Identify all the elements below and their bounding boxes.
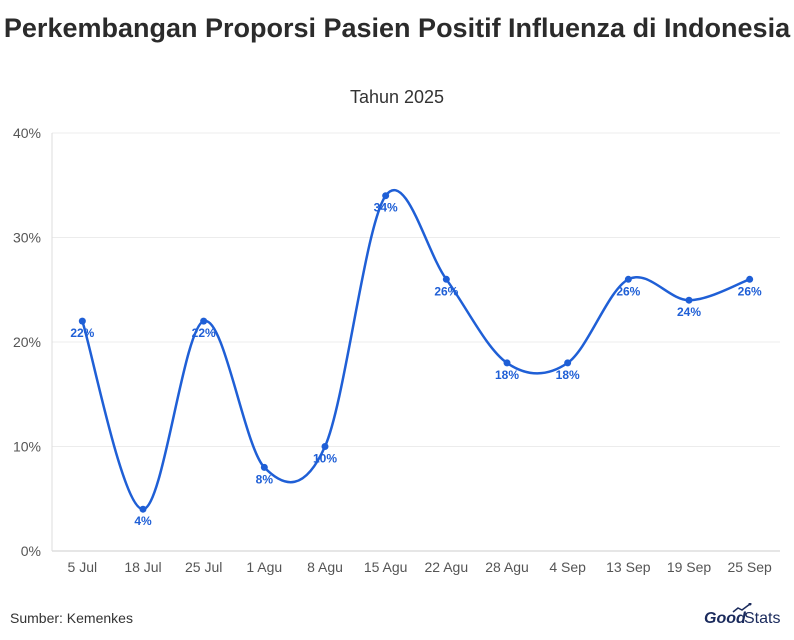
data-labels: 22% 4% 22% 8% 10% 34% 26% 18% 18% 26% 24% 26% bbox=[70, 201, 762, 529]
data-label: 18% bbox=[556, 368, 580, 382]
data-point bbox=[564, 359, 572, 367]
x-tick-label: 5 Jul bbox=[68, 559, 98, 575]
data-label: 18% bbox=[495, 368, 519, 382]
series-line bbox=[81, 188, 751, 511]
data-point bbox=[139, 505, 147, 513]
y-tick-label: 30% bbox=[13, 230, 41, 246]
x-tick-label: 28 Agu bbox=[485, 559, 529, 575]
data-point bbox=[260, 463, 268, 471]
x-axis-ticks: 5 Jul 18 Jul 25 Jul 1 Agu 8 Agu 15 Agu 22 Agu 2… bbox=[68, 559, 773, 575]
source-note: Sumber: Kemenkes bbox=[10, 610, 133, 626]
data-point bbox=[442, 275, 450, 283]
data-point bbox=[78, 317, 86, 325]
data-label: 8% bbox=[256, 472, 274, 486]
x-tick-label: 25 Jul bbox=[185, 559, 222, 575]
x-tick-label: 1 Agu bbox=[246, 559, 282, 575]
data-point bbox=[685, 296, 693, 304]
x-tick-label: 4 Sep bbox=[549, 559, 586, 575]
x-tick-label: 8 Agu bbox=[307, 559, 343, 575]
data-point bbox=[382, 192, 390, 200]
data-point bbox=[200, 317, 208, 325]
x-tick-label: 18 Jul bbox=[124, 559, 161, 575]
x-tick-label: 19 Sep bbox=[667, 559, 712, 575]
x-tick-label: 13 Sep bbox=[606, 559, 651, 575]
y-tick-label: 20% bbox=[13, 334, 41, 350]
chart-trend-icon bbox=[732, 603, 752, 613]
data-label: 26% bbox=[434, 284, 458, 298]
data-label: 26% bbox=[738, 284, 762, 298]
data-points bbox=[78, 192, 754, 513]
y-axis-ticks: 0% 10% 20% 30% 40% bbox=[13, 125, 41, 559]
data-label: 26% bbox=[616, 284, 640, 298]
grid-lines bbox=[51, 132, 780, 552]
x-tick-label: 15 Agu bbox=[364, 559, 408, 575]
x-tick-label: 25 Sep bbox=[727, 559, 772, 575]
data-label: 4% bbox=[134, 514, 152, 528]
y-tick-label: 0% bbox=[21, 543, 41, 559]
logo-stats-text: Stats bbox=[744, 610, 781, 627]
data-label: 22% bbox=[192, 326, 216, 340]
goodstats-logo: Good Stats bbox=[704, 603, 786, 633]
data-point bbox=[746, 275, 754, 283]
y-tick-label: 40% bbox=[13, 125, 41, 141]
data-label: 10% bbox=[313, 452, 337, 466]
data-label: 34% bbox=[374, 201, 398, 215]
data-label: 24% bbox=[677, 305, 701, 319]
x-tick-label: 22 Agu bbox=[425, 559, 469, 575]
chart-subtitle: Tahun 2025 bbox=[349, 87, 445, 107]
data-point bbox=[321, 443, 329, 450]
chart-title: Perkembangan Proporsi Pasien Positif Inf… bbox=[3, 13, 791, 43]
data-point bbox=[503, 359, 511, 367]
logo-good-text: Good bbox=[704, 610, 746, 627]
data-point bbox=[624, 275, 632, 283]
y-tick-label: 10% bbox=[13, 439, 41, 455]
data-label: 22% bbox=[70, 326, 94, 340]
